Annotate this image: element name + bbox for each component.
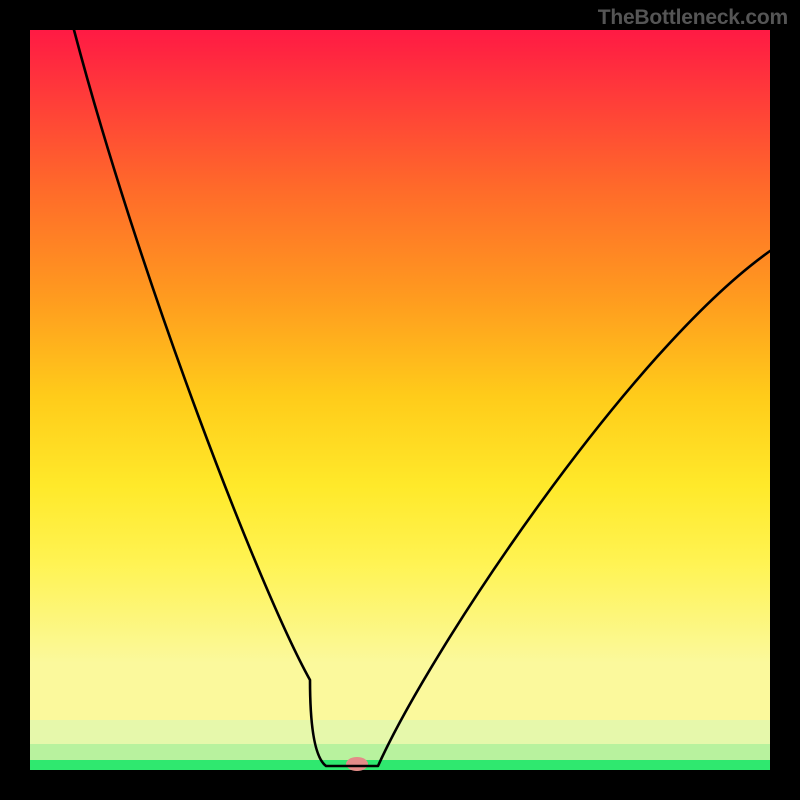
watermark-text: TheBottleneck.com [598, 6, 788, 30]
band-pale-green [30, 744, 770, 760]
band-thin-green [30, 760, 770, 770]
bottleneck-minimum-marker [346, 757, 368, 771]
heat-gradient-background [30, 30, 770, 663]
bottleneck-chart [0, 0, 800, 800]
band-pale-yellow [30, 663, 770, 720]
